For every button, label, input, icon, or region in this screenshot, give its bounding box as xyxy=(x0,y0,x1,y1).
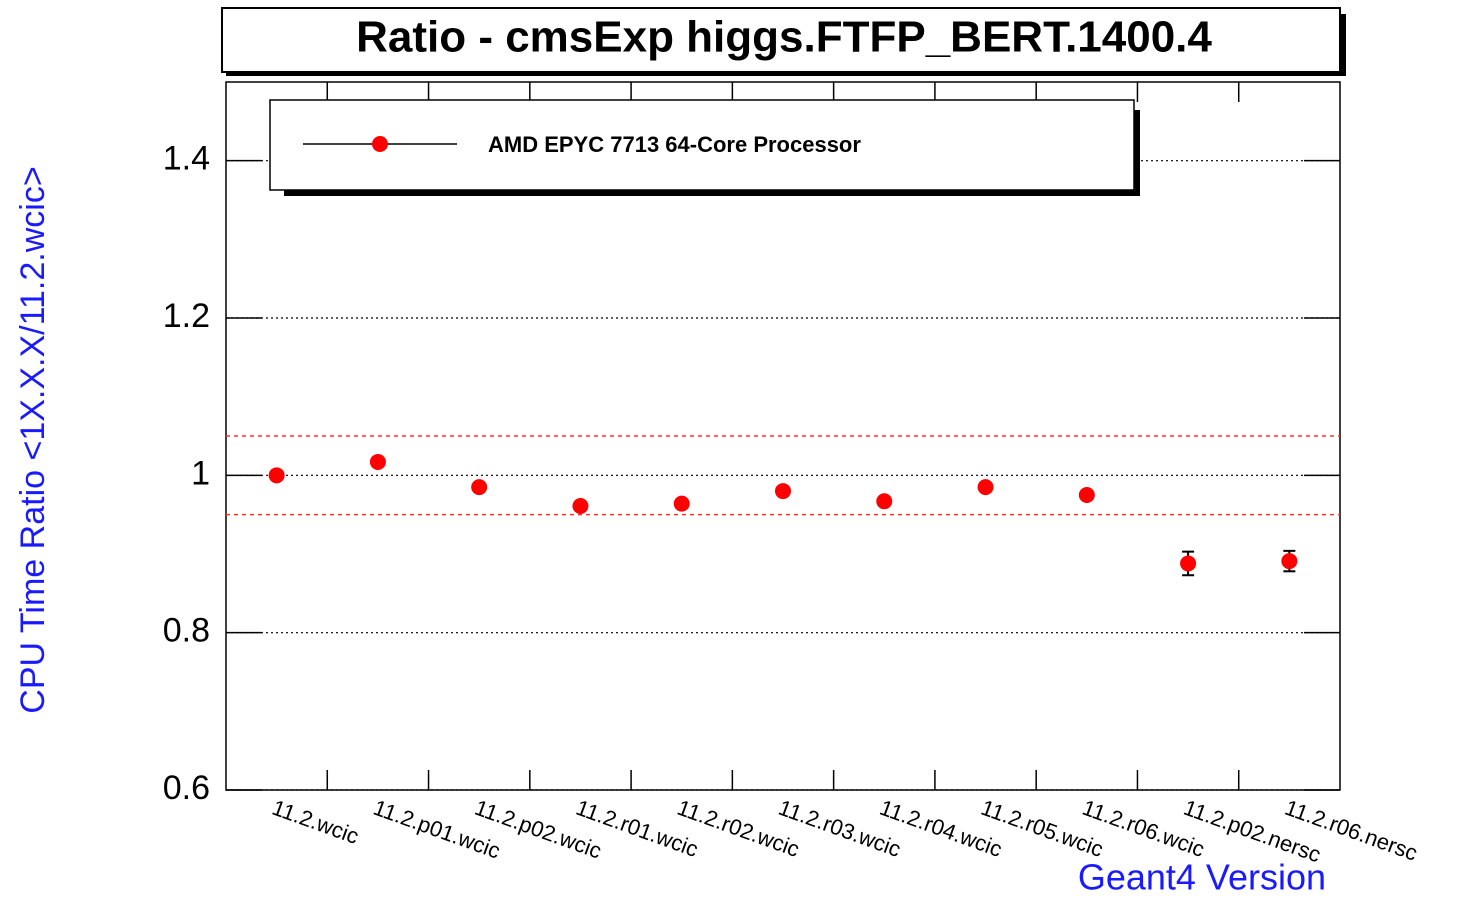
point xyxy=(471,479,488,496)
y-tick-label: 1.2 xyxy=(163,297,210,335)
point xyxy=(268,467,285,484)
chart-title: Ratio - cmsExp higgs.FTFP_BERT.1400.4 xyxy=(356,13,1212,62)
point xyxy=(876,493,893,510)
y-tick-label: 0.8 xyxy=(163,612,210,650)
legend-marker xyxy=(372,136,388,152)
point xyxy=(1180,555,1197,572)
y-tick-label: 1.4 xyxy=(163,140,210,178)
point xyxy=(1281,553,1298,570)
point xyxy=(775,483,791,500)
y-axis-title: CPU Time Ratio <1X.X.X/11.2.wcic> xyxy=(14,166,52,713)
point xyxy=(572,498,589,515)
x-tick-label: 11.2.wcic xyxy=(269,795,362,849)
y-tick-label: 1 xyxy=(191,454,210,492)
x-axis-title: Geant4 Version xyxy=(1078,857,1326,898)
point xyxy=(673,495,690,512)
title-box xyxy=(221,7,1341,73)
y-tick-label: 0.6 xyxy=(163,769,210,807)
legend-box xyxy=(269,99,1135,191)
point xyxy=(977,479,994,496)
point xyxy=(1078,487,1095,503)
point xyxy=(369,453,386,470)
legend-label: AMD EPYC 7713 64-Core Processor xyxy=(488,132,861,157)
